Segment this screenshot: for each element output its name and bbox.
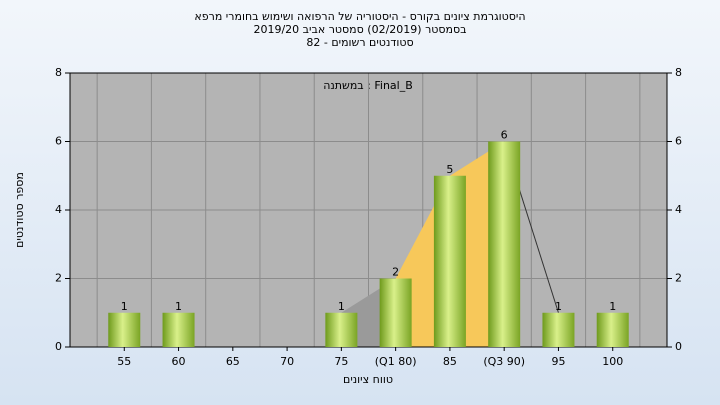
y-tick-label: 4 — [55, 203, 62, 216]
subtitle: בסמסטר (02/2019) סמסטר אביב 2019/20 — [253, 23, 466, 36]
y-tick-label: 2 — [55, 272, 62, 285]
x-tick-label: (Q3 90) — [483, 355, 525, 368]
bar — [162, 312, 195, 347]
y2-tick-label: 4 — [675, 203, 682, 216]
subtitle: סטודנטים רשומים - 82 — [306, 36, 413, 49]
x-tick-label: 55 — [117, 355, 131, 368]
x-tick-label: (Q1 80) — [375, 355, 417, 368]
data-label: 6 — [501, 129, 508, 142]
data-label: 1 — [555, 300, 562, 313]
bar — [542, 312, 575, 347]
chart-title: היסטוגרמת ציונים בקורס - היסטוריה של הרפ… — [194, 10, 525, 23]
y2-tick-label: 2 — [675, 272, 682, 285]
bar — [488, 141, 521, 347]
x-tick-label: 85 — [443, 355, 457, 368]
x-axis-label: טווח ציונים — [343, 373, 393, 386]
data-label: 1 — [121, 300, 128, 313]
y-tick-label: 6 — [55, 135, 62, 148]
x-tick-label: 60 — [172, 355, 186, 368]
y-tick-label: 8 — [55, 66, 62, 79]
x-tick-label: 70 — [280, 355, 294, 368]
data-label: 1 — [609, 300, 616, 313]
y-tick-label: 0 — [55, 340, 62, 353]
data-label: 5 — [446, 163, 453, 176]
data-label: 2 — [392, 266, 399, 279]
y-axis-label: מספר סטודנטים — [13, 172, 26, 248]
data-label: 1 — [175, 300, 182, 313]
bar — [433, 175, 466, 347]
data-label: 1 — [338, 300, 345, 313]
y2-tick-label: 8 — [675, 66, 682, 79]
y2-tick-label: 0 — [675, 340, 682, 353]
y2-tick-label: 6 — [675, 135, 682, 148]
bar — [325, 312, 358, 347]
plot-border — [69, 72, 668, 348]
bar — [108, 312, 141, 347]
bar — [379, 278, 412, 347]
x-tick-label: 65 — [226, 355, 240, 368]
x-tick-label: 95 — [551, 355, 565, 368]
x-tick-label: 75 — [334, 355, 348, 368]
x-tick-label: 100 — [602, 355, 623, 368]
bar — [596, 312, 629, 347]
